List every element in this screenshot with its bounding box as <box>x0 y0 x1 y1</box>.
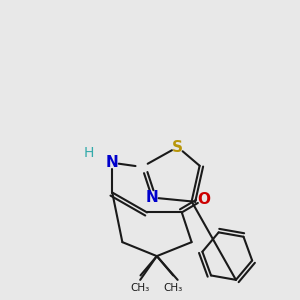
Text: CH₃: CH₃ <box>131 283 150 293</box>
Text: S: S <box>172 140 183 154</box>
Text: CH₃: CH₃ <box>164 283 183 293</box>
Text: H: H <box>83 146 94 160</box>
Text: N: N <box>106 155 118 170</box>
Text: O: O <box>197 192 210 207</box>
Text: N: N <box>146 190 158 205</box>
